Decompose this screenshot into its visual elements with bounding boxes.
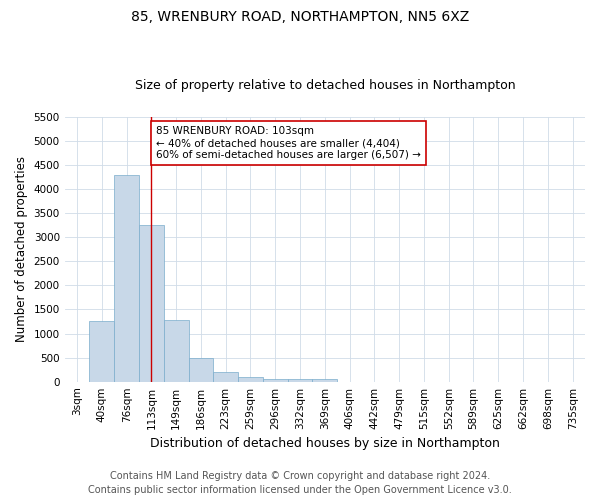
Text: 85, WRENBURY ROAD, NORTHAMPTON, NN5 6XZ: 85, WRENBURY ROAD, NORTHAMPTON, NN5 6XZ xyxy=(131,10,469,24)
Bar xyxy=(114,174,139,382)
Bar xyxy=(263,379,287,382)
Bar xyxy=(139,225,164,382)
Bar xyxy=(89,321,114,382)
X-axis label: Distribution of detached houses by size in Northampton: Distribution of detached houses by size … xyxy=(150,437,500,450)
Bar xyxy=(313,379,337,382)
Text: Contains HM Land Registry data © Crown copyright and database right 2024.
Contai: Contains HM Land Registry data © Crown c… xyxy=(88,471,512,495)
Bar xyxy=(214,372,238,382)
Bar xyxy=(287,380,313,382)
Text: 85 WRENBURY ROAD: 103sqm
← 40% of detached houses are smaller (4,404)
60% of sem: 85 WRENBURY ROAD: 103sqm ← 40% of detach… xyxy=(157,126,421,160)
Y-axis label: Number of detached properties: Number of detached properties xyxy=(15,156,28,342)
Bar xyxy=(238,378,263,382)
Bar xyxy=(164,320,188,382)
Bar xyxy=(188,358,214,382)
Title: Size of property relative to detached houses in Northampton: Size of property relative to detached ho… xyxy=(134,79,515,92)
